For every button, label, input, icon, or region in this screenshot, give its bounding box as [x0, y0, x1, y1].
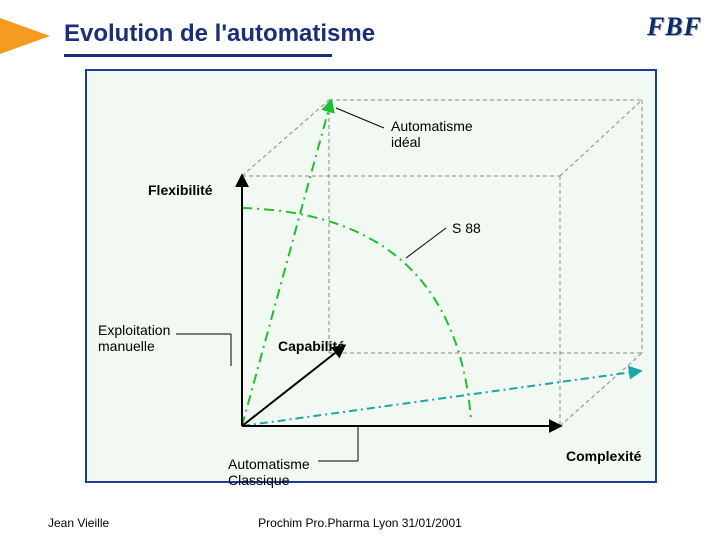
- label-flexibilite: Flexibilité: [148, 182, 213, 198]
- title-bar: Evolution de l'automatisme: [0, 18, 720, 54]
- footer-event: Prochim Pro.Pharma Lyon 31/01/2001: [0, 516, 720, 530]
- accent-triangle: [0, 18, 50, 54]
- label-exploitation: Exploitationmanuelle: [98, 322, 170, 354]
- label-classique: AutomatismeClassique: [228, 456, 310, 488]
- label-capabilite: Capabilité: [278, 338, 345, 354]
- logo-fbf: FBF: [647, 12, 702, 42]
- diagram-background: [86, 70, 656, 482]
- label-complexite: Complexité: [566, 448, 641, 464]
- diagram-svg: [56, 66, 660, 486]
- diagram-container: Automatismeidéal Flexibilité S 88 Exploi…: [56, 66, 660, 486]
- title-underline: [64, 54, 332, 57]
- label-s88: S 88: [452, 220, 481, 236]
- label-automatisme-ideal: Automatismeidéal: [391, 118, 473, 150]
- slide-title: Evolution de l'automatisme: [64, 20, 375, 48]
